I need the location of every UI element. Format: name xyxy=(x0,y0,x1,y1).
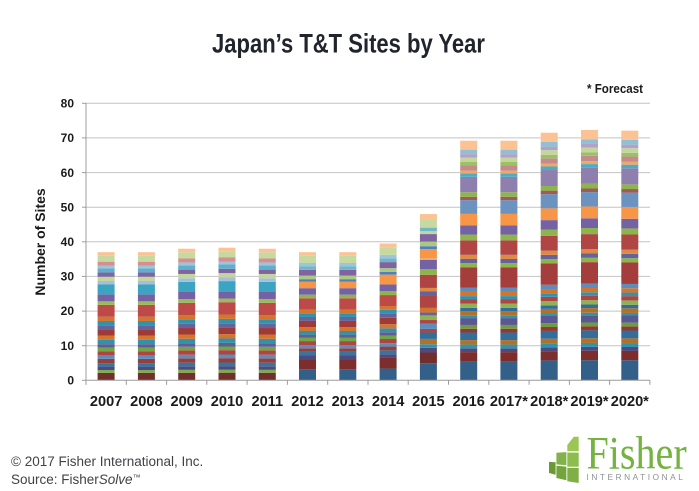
svg-text:Japan’s T&T Sites by Year: Japan’s T&T Sites by Year xyxy=(212,29,485,59)
svg-text:2011: 2011 xyxy=(251,394,283,410)
svg-text:2008: 2008 xyxy=(130,394,162,410)
svg-text:2018*: 2018* xyxy=(530,394,568,410)
svg-text:2017*: 2017* xyxy=(490,394,528,410)
svg-text:10: 10 xyxy=(61,339,75,353)
svg-text:2013: 2013 xyxy=(332,394,364,410)
svg-text:2015: 2015 xyxy=(412,394,444,410)
svg-text:2014: 2014 xyxy=(372,394,405,410)
svg-text:Number of Sites: Number of Sites xyxy=(32,188,48,296)
svg-text:20: 20 xyxy=(61,304,75,318)
svg-text:40: 40 xyxy=(61,235,75,249)
svg-text:2009: 2009 xyxy=(170,394,202,410)
svg-text:80: 80 xyxy=(61,97,75,111)
svg-text:2019*: 2019* xyxy=(570,394,608,410)
svg-text:60: 60 xyxy=(61,166,75,180)
svg-text:Source: FisherSolve™: Source: FisherSolve™ xyxy=(11,472,141,487)
svg-text:INTERNATIONAL: INTERNATIONAL xyxy=(587,472,686,482)
svg-text:2016: 2016 xyxy=(452,394,484,410)
svg-text:© 2017 Fisher International, I: © 2017 Fisher International, Inc. xyxy=(11,454,203,469)
svg-text:2020*: 2020* xyxy=(611,394,649,410)
svg-text:Fisher: Fisher xyxy=(587,428,688,479)
svg-text:2007: 2007 xyxy=(90,394,122,410)
svg-text:2012: 2012 xyxy=(291,394,323,410)
svg-text:* Forecast: * Forecast xyxy=(587,82,644,96)
svg-text:0: 0 xyxy=(67,374,74,388)
svg-text:2010: 2010 xyxy=(211,394,243,410)
svg-text:30: 30 xyxy=(61,270,75,284)
svg-text:50: 50 xyxy=(61,200,75,214)
svg-text:70: 70 xyxy=(61,131,75,145)
